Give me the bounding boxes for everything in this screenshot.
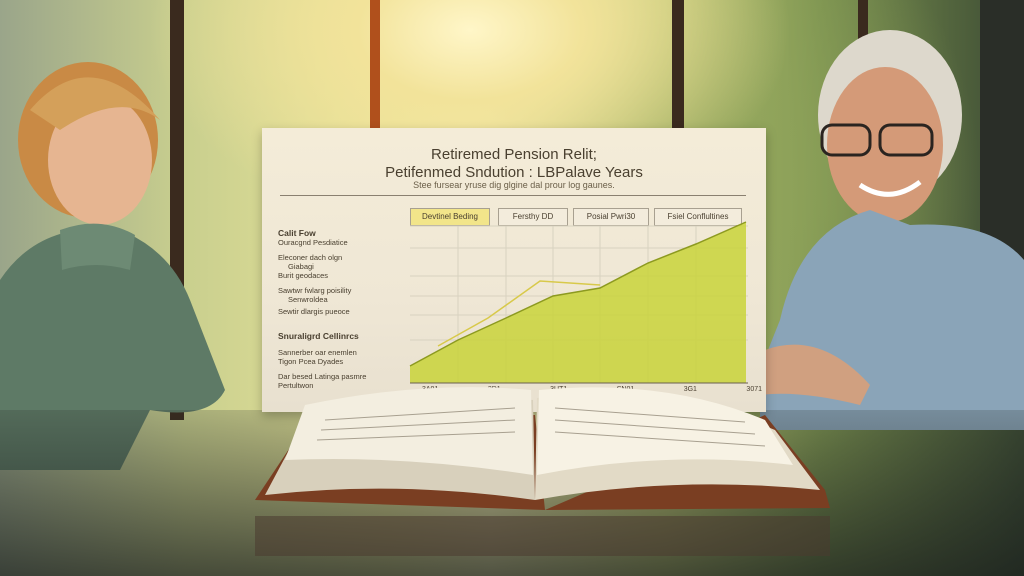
woman-face	[48, 95, 152, 225]
book-reflection	[255, 516, 830, 556]
secondary-line	[437, 280, 601, 347]
x-label: 3071	[746, 386, 762, 393]
area-fill	[410, 222, 746, 383]
side-heading-2: Snuraligrd Cellinrcs	[278, 331, 359, 341]
window-frame-center	[370, 0, 380, 130]
side-item: Dar besed Latinga pasmre	[278, 372, 367, 381]
side-item: Sannerber oar enemlen	[278, 348, 357, 357]
glasses-icon	[820, 123, 872, 157]
man-right	[760, 30, 1024, 430]
area-line	[409, 221, 747, 367]
man-hands	[760, 344, 870, 405]
side-heading-1: Calit Fow	[278, 228, 316, 238]
window-frame-right	[672, 0, 684, 130]
area-chart	[409, 221, 748, 384]
woman-sweater	[0, 228, 225, 470]
tab-2: Fersthy DD	[498, 208, 568, 226]
side-item: Burit geodaces	[278, 271, 329, 280]
side-item: Sawtwr fwlarg poisility	[278, 286, 352, 295]
divider	[280, 195, 746, 196]
side-item: Pertultwon	[278, 381, 314, 390]
side-item: Senwroldea	[288, 295, 328, 304]
woman-left	[0, 62, 225, 470]
side-item: Giabagi	[288, 262, 314, 271]
open-book	[255, 387, 830, 556]
board-title-2: Petifenmed Sndution : LBPalave Years	[385, 164, 643, 181]
chart-board: Retiremed Pension Relit; Petifenmed Sndu…	[262, 128, 766, 412]
board-subtitle: Stee fursear yruse dig glgine dal prour …	[413, 180, 615, 190]
side-item: Eleconer dach olgn	[278, 253, 343, 262]
man-face	[827, 67, 943, 223]
side-heading-1b: Ouracgnd Pesdiatice	[278, 238, 348, 247]
board-title-1: Retiremed Pension Relit;	[431, 146, 597, 163]
x-label: 3G1	[683, 386, 697, 393]
side-item: Sewtir dlargis pueoce	[278, 307, 350, 316]
side-item: Tigon Pcea Dyades	[278, 357, 344, 366]
